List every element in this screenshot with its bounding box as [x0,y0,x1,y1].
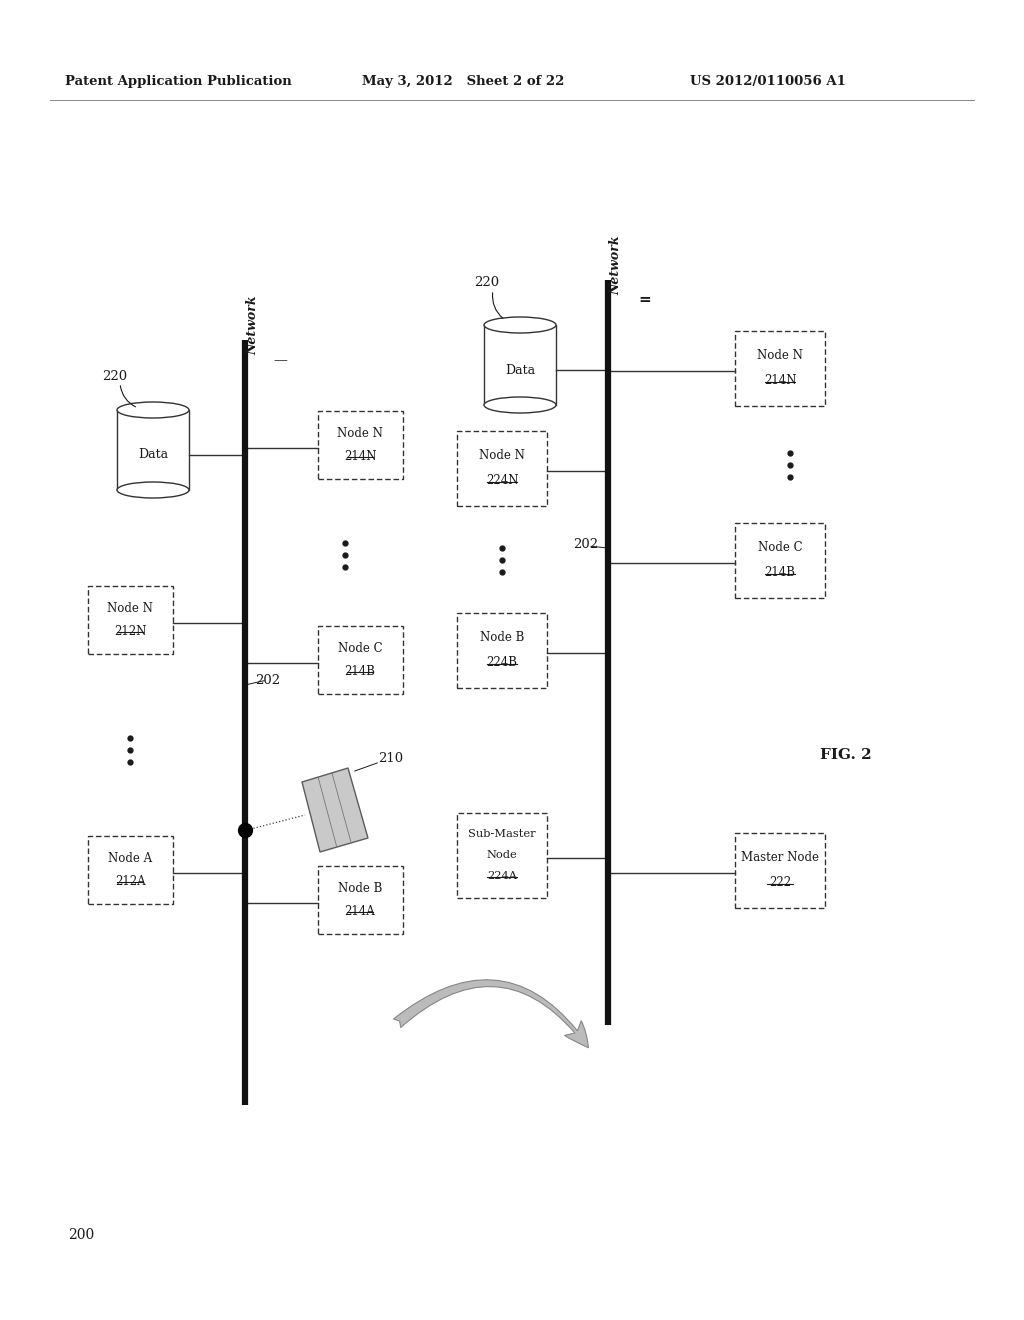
Text: US 2012/0110056 A1: US 2012/0110056 A1 [690,75,846,88]
Text: —: — [273,352,287,367]
Bar [457,612,547,688]
Text: 202: 202 [572,539,598,552]
Bar [317,866,402,935]
Text: 212N: 212N [114,624,146,638]
Text: Sub-Master: Sub-Master [468,829,536,838]
Text: Node C: Node C [758,541,803,554]
Polygon shape [302,768,368,851]
Text: 202: 202 [255,673,281,686]
Bar [735,833,825,908]
Bar [735,330,825,405]
Text: 212A: 212A [115,875,145,888]
Text: May 3, 2012   Sheet 2 of 22: May 3, 2012 Sheet 2 of 22 [362,75,564,88]
Text: Data: Data [138,449,168,462]
Text: 224N: 224N [485,474,518,487]
Text: Node N: Node N [757,348,803,362]
Text: Patent Application Publication: Patent Application Publication [65,75,292,88]
Text: Node N: Node N [108,602,153,615]
Bar [735,523,825,598]
Text: 214B: 214B [765,566,796,579]
Text: 224B: 224B [486,656,517,669]
Bar [117,411,189,490]
Bar [87,586,172,653]
FancyArrowPatch shape [393,979,589,1048]
Text: 214N: 214N [344,450,376,463]
Text: 220: 220 [474,276,500,289]
Text: Node: Node [486,850,517,861]
Text: Node B: Node B [480,631,524,644]
Text: 200: 200 [68,1228,94,1242]
Ellipse shape [117,403,189,418]
Text: Data: Data [505,363,536,376]
Text: 222: 222 [769,876,792,888]
Text: Node C: Node C [338,642,382,655]
Text: Node A: Node A [108,853,152,865]
Text: Network: Network [247,296,259,355]
Bar [484,325,556,405]
Bar [457,430,547,506]
Text: 220: 220 [102,371,128,384]
FancyArrowPatch shape [393,979,589,1048]
Bar [317,626,402,694]
Text: FIG. 2: FIG. 2 [820,748,871,762]
Text: Node N: Node N [337,428,383,440]
Ellipse shape [117,482,189,498]
Text: Node N: Node N [479,449,525,462]
Ellipse shape [484,317,556,333]
Text: 214N: 214N [764,374,797,387]
Text: 214B: 214B [344,665,376,678]
Ellipse shape [484,397,556,413]
Bar [317,411,402,479]
Text: Node B: Node B [338,882,382,895]
Text: 210: 210 [378,751,403,764]
Text: Master Node: Master Node [741,851,819,865]
Text: Network: Network [609,235,623,294]
Text: 224A: 224A [487,871,517,882]
Text: =: = [638,293,650,308]
Text: 214A: 214A [345,904,376,917]
Bar [87,836,172,904]
Bar [457,813,547,898]
